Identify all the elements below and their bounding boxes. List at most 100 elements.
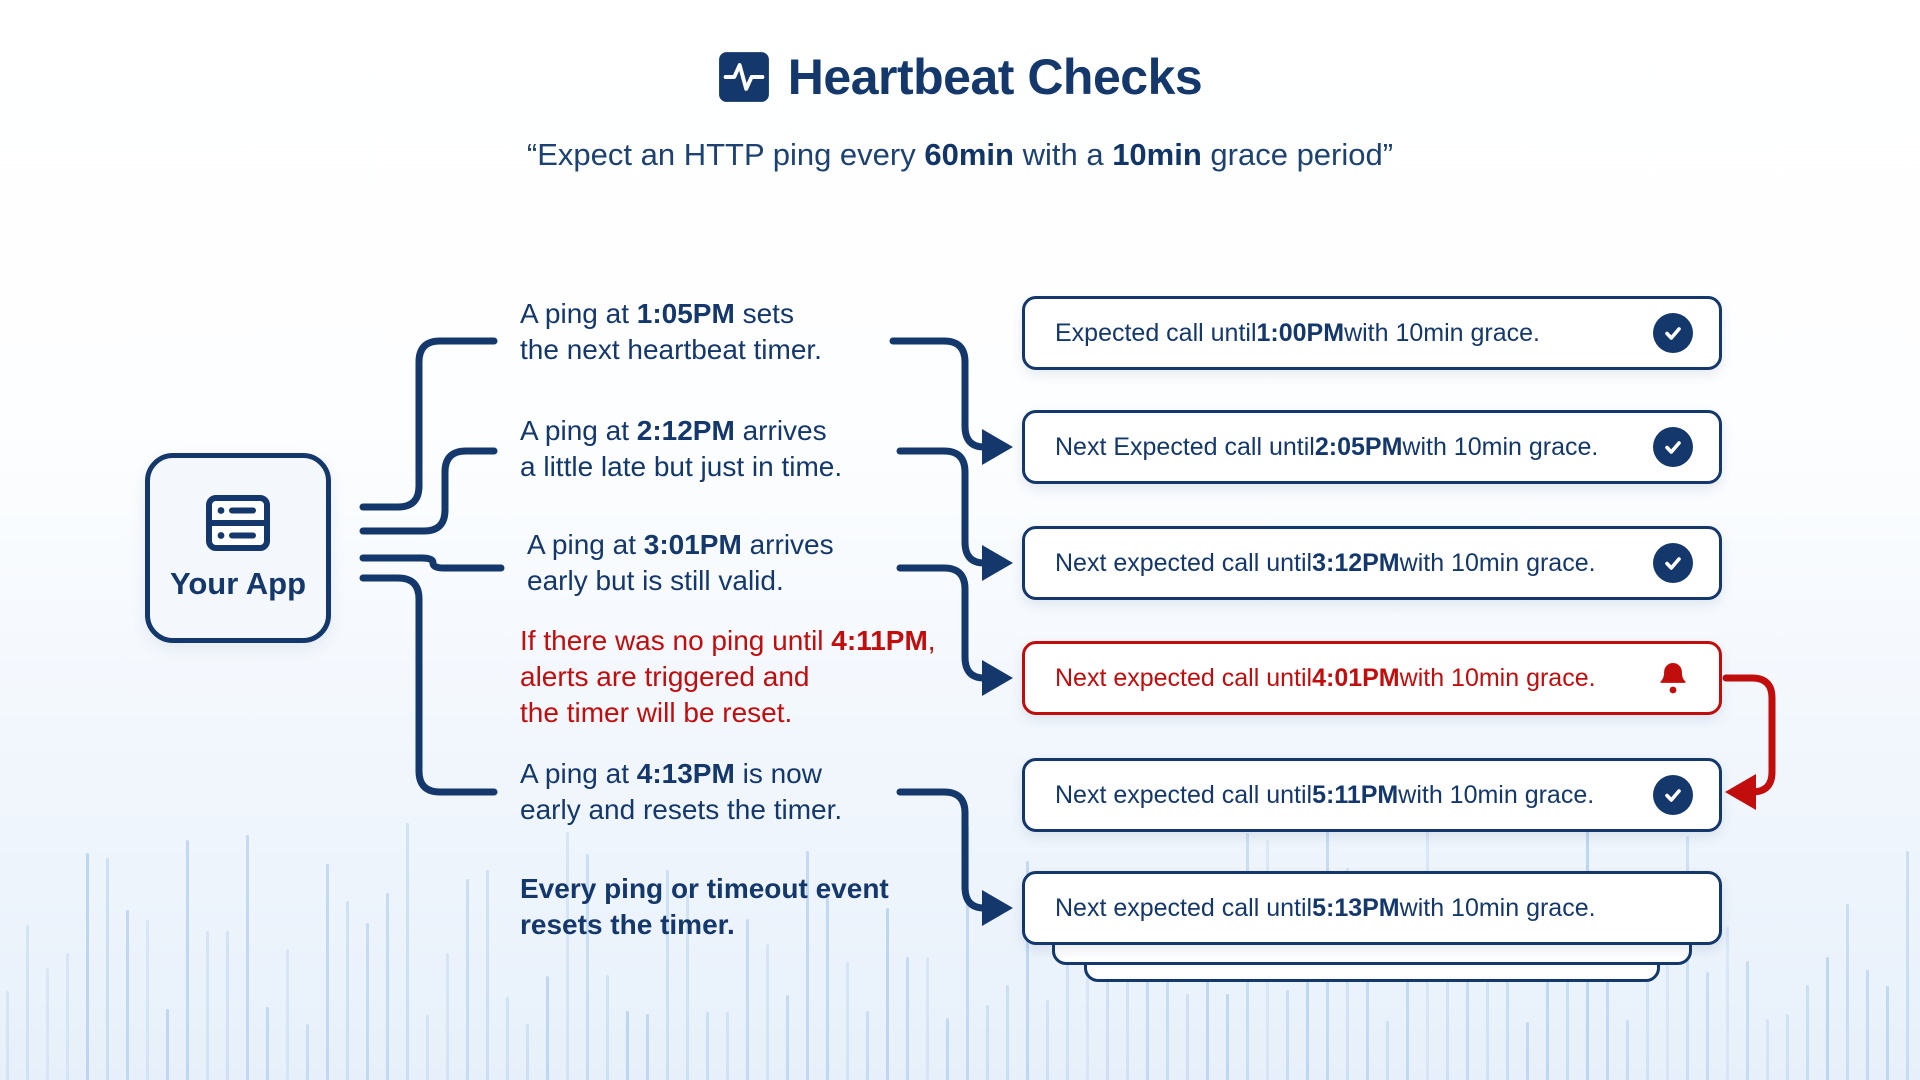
annotation-line: early but is still valid. xyxy=(527,565,784,596)
waveform-bar xyxy=(286,949,289,1080)
waveform-bar xyxy=(186,840,189,1080)
waveform-bar xyxy=(646,1014,649,1080)
waveform-bar xyxy=(546,976,549,1080)
annotation-line: A ping at 3:01PM arrives xyxy=(527,529,834,560)
page-title: Heartbeat Checks xyxy=(787,49,1203,105)
waveform-bar xyxy=(1906,851,1909,1080)
waveform-bar xyxy=(366,923,369,1080)
waveform-bar xyxy=(846,962,849,1080)
status-box-4-alert: Next expected call until 4:01PM with 10m… xyxy=(1022,641,1722,715)
annotation-line: A ping at 1:05PM sets xyxy=(520,298,794,329)
waveform-bar xyxy=(726,1012,729,1080)
waveform-bar xyxy=(66,953,69,1080)
waveform-bar xyxy=(266,1007,269,1080)
connector-app-to-annotation-3 xyxy=(359,554,505,572)
heartbeat-icon xyxy=(718,52,769,102)
status-box-5: Next expected call until 5:11PM with 10m… xyxy=(1022,758,1722,832)
waveform-bar xyxy=(906,957,909,1080)
annotation-line: Every ping or timeout event xyxy=(520,873,889,904)
waveform-bar xyxy=(86,853,89,1080)
waveform-bar xyxy=(1726,926,1729,1080)
server-icon xyxy=(206,495,270,551)
app-label: Your App xyxy=(169,566,307,601)
waveform-bar xyxy=(526,1024,529,1080)
annotation-line: a little late but just in time. xyxy=(520,451,843,482)
waveform-bar xyxy=(166,1009,169,1080)
annotation-ping-3: A ping at 3:01PM arrives early but is st… xyxy=(527,527,834,599)
arrow-ping5-to-box6 xyxy=(896,788,992,912)
waveform-bar xyxy=(6,991,9,1080)
waveform-bar xyxy=(1086,962,1089,1080)
app-box: Your App xyxy=(145,453,331,643)
page-header: Heartbeat Checks xyxy=(0,48,1920,106)
bell-icon xyxy=(1653,658,1693,698)
waveform-bar xyxy=(566,832,569,1080)
annotation-ping-2: A ping at 2:12PM arrives a little late b… xyxy=(520,413,842,485)
waveform-bar xyxy=(1846,904,1849,1080)
waveform-bar xyxy=(946,1018,949,1080)
waveform-bar xyxy=(1386,1021,1389,1080)
check-circle-icon xyxy=(1653,543,1693,583)
status-box-1: Expected call until 1:00PM with 10min gr… xyxy=(1022,296,1722,370)
waveform-bar xyxy=(426,1015,429,1080)
arrowhead-ping2-to-box3 xyxy=(982,545,1013,581)
arrow-ping1-to-box2 xyxy=(889,337,992,451)
waveform-bar xyxy=(126,910,129,1080)
waveform-bar xyxy=(786,995,789,1080)
waveform-bar xyxy=(1186,994,1189,1080)
waveform-bar xyxy=(1006,985,1009,1080)
check-circle-icon xyxy=(1653,427,1693,467)
annotation-line: A ping at 2:12PM arrives xyxy=(520,415,827,446)
waveform-bar xyxy=(1806,985,1809,1080)
waveform-bar xyxy=(146,920,149,1080)
waveform-bar xyxy=(506,997,509,1080)
waveform-bar xyxy=(326,864,329,1080)
waveform-bar xyxy=(746,919,749,1080)
page-subtitle: “Expect an HTTP ping every 60min with a … xyxy=(526,137,1394,172)
waveform-bar xyxy=(1886,986,1889,1080)
arrow-timeout-loop xyxy=(1722,674,1776,796)
annotation-line: alerts are triggered and xyxy=(520,661,810,692)
arrowhead-ping3-to-box4 xyxy=(982,660,1013,696)
waveform-bar xyxy=(1526,1022,1529,1080)
arrowhead-ping5-to-box6 xyxy=(982,890,1013,926)
waveform-bar xyxy=(1746,961,1749,1080)
annotation-line: the next heartbeat timer. xyxy=(520,334,822,365)
connector-app-to-annotation-5 xyxy=(359,574,498,796)
waveform-bar xyxy=(46,968,49,1080)
waveform-bar xyxy=(306,1024,309,1080)
connector-app-to-annotation-2 xyxy=(359,447,498,535)
waveform-bar xyxy=(206,931,209,1080)
arrow-ping2-to-box3 xyxy=(896,447,992,567)
waveform-bar xyxy=(1046,1000,1049,1080)
annotation-reset-note: Every ping or timeout event resets the t… xyxy=(520,871,889,943)
annotation-line: If there was no ping until 4:11PM, xyxy=(520,625,936,656)
status-box-3: Next expected call until 3:12PM with 10m… xyxy=(1022,526,1722,600)
waveform-bar xyxy=(386,893,389,1080)
waveform-bar xyxy=(1766,1019,1769,1080)
background-waveform xyxy=(0,660,1920,1080)
waveform-bar xyxy=(766,944,769,1080)
annotation-line: resets the timer. xyxy=(520,909,735,940)
waveform-bar xyxy=(26,925,29,1080)
waveform-bar xyxy=(866,1011,869,1080)
waveform-bar xyxy=(1286,990,1289,1080)
annotation-line: early and resets the timer. xyxy=(520,794,843,825)
annotation-timeout-alert: If there was no ping until 4:11PM, alert… xyxy=(520,623,936,731)
waveform-bar xyxy=(1706,972,1709,1080)
waveform-bar xyxy=(626,1011,629,1080)
waveform-bar xyxy=(706,1012,709,1080)
connector-app-to-annotation-1 xyxy=(359,337,498,511)
waveform-bar xyxy=(1826,957,1829,1080)
annotation-ping-5: A ping at 4:13PM is now early and resets… xyxy=(520,756,842,828)
annotation-line: A ping at 4:13PM is now xyxy=(520,758,822,789)
waveform-bar xyxy=(606,975,609,1080)
waveform-bar xyxy=(926,957,929,1080)
waveform-bar xyxy=(446,953,449,1080)
waveform-bar xyxy=(486,870,489,1080)
waveform-bar xyxy=(346,901,349,1080)
waveform-bar xyxy=(406,823,409,1080)
check-circle-icon xyxy=(1653,775,1693,815)
waveform-bar xyxy=(986,1005,989,1080)
annotation-line: the timer will be reset. xyxy=(520,697,793,728)
